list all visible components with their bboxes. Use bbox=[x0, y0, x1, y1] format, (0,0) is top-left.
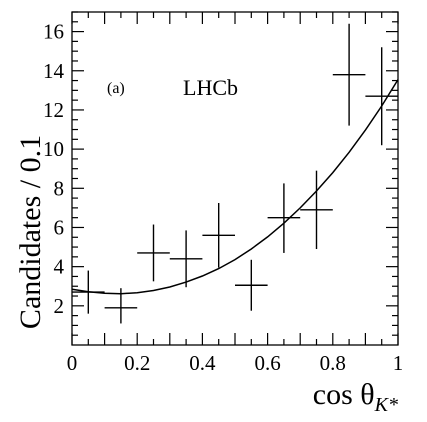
x-axis-title-subscript: K* bbox=[374, 394, 398, 416]
x-tick-label: 0.2 bbox=[124, 351, 150, 375]
data-point bbox=[332, 23, 366, 126]
y-axis-title: Candidates / 0.1 bbox=[14, 135, 47, 329]
y-tick-label: 4 bbox=[54, 255, 65, 279]
y-tick-label: 2 bbox=[54, 294, 65, 318]
data-point bbox=[202, 202, 235, 268]
x-tick-label: 1 bbox=[393, 351, 404, 375]
data-point bbox=[137, 224, 170, 282]
data-point bbox=[300, 170, 333, 250]
panel-label: (a) bbox=[107, 80, 125, 97]
y-tick-label: 16 bbox=[43, 20, 64, 44]
data-point bbox=[72, 270, 105, 314]
y-tick-label: 8 bbox=[54, 176, 65, 200]
fit-curve bbox=[71, 79, 399, 295]
data-point bbox=[267, 183, 301, 253]
y-tick-label: 10 bbox=[43, 137, 64, 161]
x-tick-label: 0.8 bbox=[320, 351, 346, 375]
x-tick-label: 0 bbox=[67, 351, 78, 375]
data-point bbox=[169, 230, 203, 288]
y-tick-label: 12 bbox=[43, 98, 64, 122]
fit-curve-layer bbox=[71, 79, 399, 295]
x-tick-label: 0.6 bbox=[254, 351, 280, 375]
x-axis-title-main: cos θ bbox=[313, 378, 375, 411]
y-tick-label: 6 bbox=[54, 215, 65, 239]
data-point bbox=[365, 47, 398, 146]
data-points-layer bbox=[72, 23, 398, 324]
experiment-label: LHCb bbox=[183, 75, 238, 100]
y-tick-label: 14 bbox=[43, 59, 65, 83]
data-point bbox=[235, 259, 268, 311]
data-point bbox=[104, 288, 138, 324]
x-tick-label: 0.4 bbox=[189, 351, 216, 375]
x-axis-title: cos θK* bbox=[313, 378, 398, 416]
